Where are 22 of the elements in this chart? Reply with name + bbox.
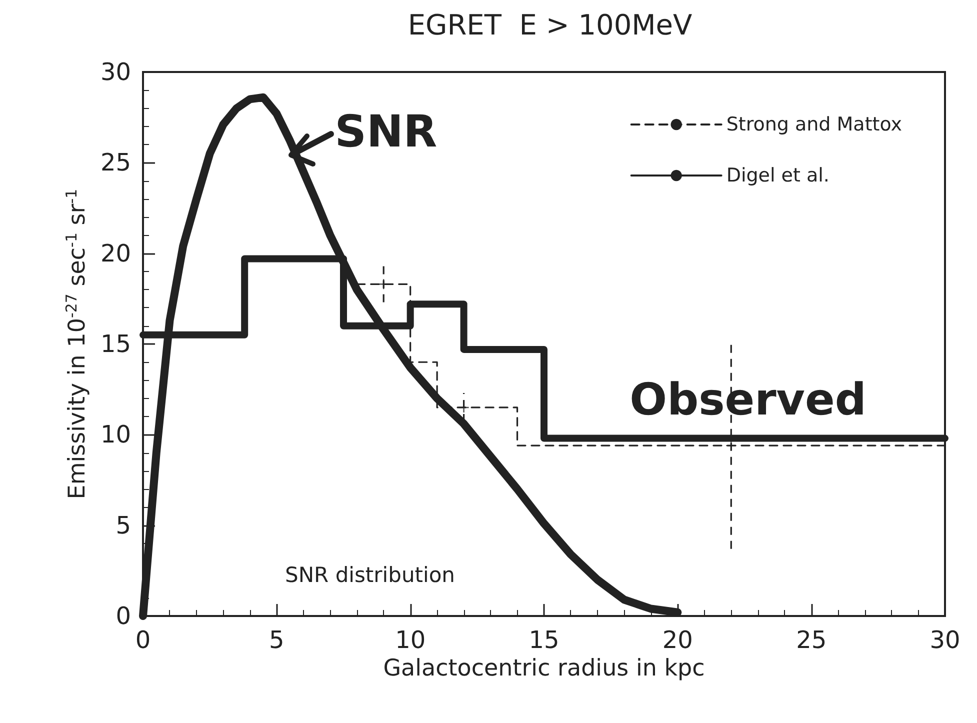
x-tick-label: 30 [930,626,960,654]
legend-label: Strong and Mattox [726,114,902,136]
annotation: SNR distribution [285,563,455,587]
legend-label: Digel et al. [726,164,830,186]
annotation: SNR [334,106,438,158]
x-tick-label: 20 [662,626,693,654]
y-tick-label: 0 [116,602,131,630]
x-axis-title: Galactocentric radius in kpc [383,655,705,682]
y-tick-label: 30 [100,58,131,86]
y-tick-label: 25 [100,148,131,177]
y-tick-label: 5 [116,511,131,540]
x-tick-label: 5 [269,626,284,654]
y-tick-label: 10 [100,420,131,449]
x-tick-label: 0 [135,626,151,654]
annotation: Observed [630,374,866,426]
x-tick-label: 10 [395,626,426,654]
y-axis-title: Emissivity in 10-27 sec-1 sr-1 [62,188,90,500]
chart-title: EGRET E > 100MeV [408,8,692,42]
x-tick-label: 15 [528,626,560,654]
y-tick-label: 15 [100,330,131,358]
x-tick-label: 25 [796,626,827,654]
y-tick-label: 20 [100,239,131,268]
